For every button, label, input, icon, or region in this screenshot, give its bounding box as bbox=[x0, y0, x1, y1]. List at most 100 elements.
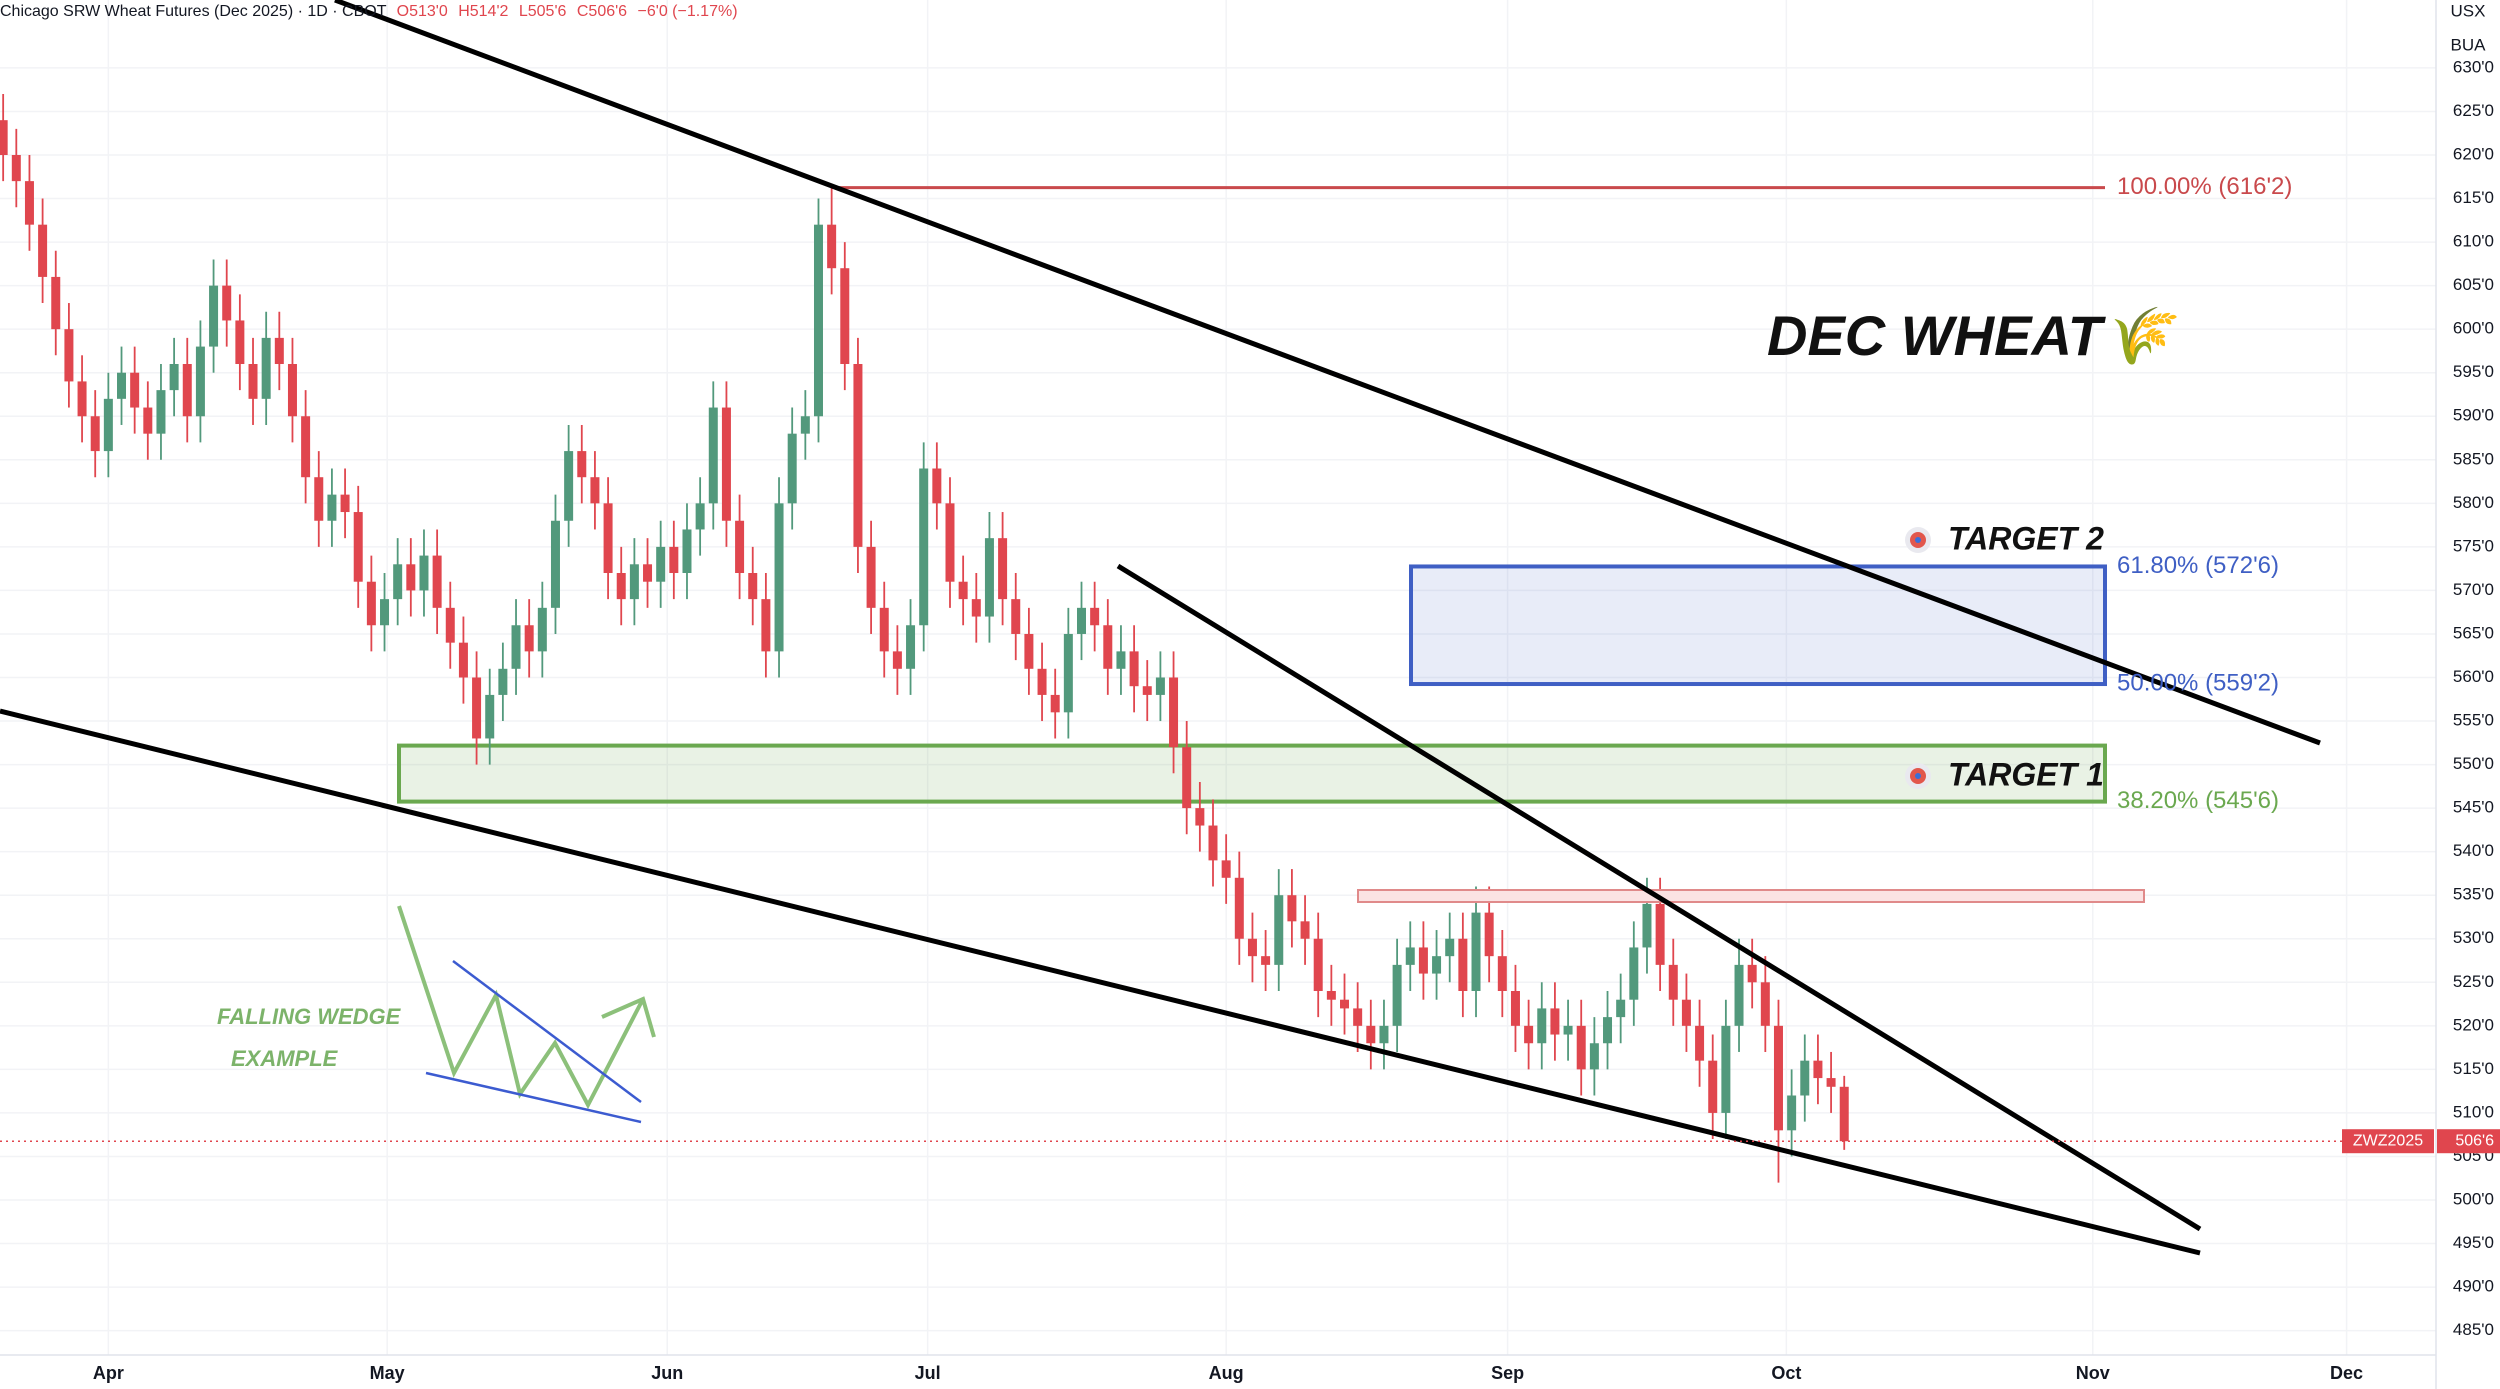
labels: 100.00% (616'2) 61.80% (572'6) 50.00% (559… bbox=[0, 173, 2436, 1142]
target-zone bbox=[1409, 564, 2107, 687]
x-tick-label: Apr bbox=[93, 1363, 124, 1383]
symbol-label: ZWZ2025 bbox=[2353, 1132, 2423, 1149]
candle-body bbox=[958, 581, 968, 600]
y-tick-label: 520'0 bbox=[2453, 1015, 2494, 1034]
candle-body bbox=[195, 346, 205, 417]
candle-body bbox=[564, 451, 574, 521]
candle-body bbox=[327, 494, 337, 521]
candle-body bbox=[919, 468, 929, 626]
candle-body bbox=[485, 694, 495, 739]
fib-label: 100.00% (616'2) bbox=[2117, 173, 2292, 200]
candle-body bbox=[787, 433, 797, 504]
y-tick-label: 585'0 bbox=[2453, 449, 2494, 468]
y-tick-label: 560'0 bbox=[2453, 667, 2494, 686]
candle-body bbox=[90, 416, 100, 452]
candle-body bbox=[169, 364, 179, 391]
candle-body bbox=[1695, 1025, 1705, 1061]
candle-body bbox=[1813, 1060, 1823, 1079]
candle-body bbox=[1076, 607, 1086, 634]
candle-body bbox=[1839, 1086, 1849, 1142]
candle-body bbox=[800, 416, 810, 434]
candle-body bbox=[1340, 999, 1350, 1009]
candle-body bbox=[708, 407, 718, 504]
candle-body bbox=[419, 555, 429, 591]
candle-body bbox=[840, 268, 850, 365]
candle-body bbox=[340, 494, 350, 513]
target-icon bbox=[1905, 527, 1931, 553]
target-icon bbox=[1905, 763, 1931, 789]
y-tick-label: 615'0 bbox=[2453, 188, 2494, 207]
wedge-example-line bbox=[452, 960, 642, 1103]
candle-body bbox=[24, 181, 34, 225]
y-tick-label: 545'0 bbox=[2453, 798, 2494, 817]
candle-body bbox=[406, 564, 416, 591]
candle-body bbox=[11, 155, 21, 182]
candle-body bbox=[748, 573, 758, 600]
price-tag bbox=[2437, 1129, 2500, 1154]
candle-body bbox=[366, 581, 376, 626]
candle-body bbox=[1747, 964, 1757, 983]
y-tick-label: 590'0 bbox=[2453, 406, 2494, 425]
y-tick-label: 490'0 bbox=[2453, 1277, 2494, 1296]
candle-body bbox=[1116, 651, 1126, 669]
candle-body bbox=[432, 555, 442, 608]
candle-body bbox=[1589, 1043, 1599, 1070]
candle-body bbox=[1024, 633, 1034, 669]
candle-body bbox=[577, 451, 587, 478]
candle-body bbox=[38, 224, 48, 277]
x-tick-label: Sep bbox=[1491, 1363, 1524, 1383]
candle-body bbox=[590, 477, 600, 504]
y-tick-label: 565'0 bbox=[2453, 623, 2494, 642]
lower-trendline bbox=[0, 708, 2201, 1256]
y-tick-label: 495'0 bbox=[2453, 1233, 2494, 1252]
candle-body bbox=[945, 503, 955, 582]
candle-body bbox=[156, 390, 166, 434]
candle-body bbox=[143, 407, 153, 434]
candle-body bbox=[1274, 895, 1284, 965]
candle-body bbox=[1011, 599, 1021, 634]
y-tick-label: 510'0 bbox=[2453, 1102, 2494, 1121]
candle-body bbox=[64, 329, 74, 382]
candle-body bbox=[1261, 956, 1271, 965]
candle-body bbox=[1721, 1025, 1731, 1113]
candle-body bbox=[117, 372, 127, 399]
candle-body bbox=[301, 416, 311, 478]
candle-body bbox=[1418, 947, 1428, 974]
candle-body bbox=[1458, 938, 1468, 991]
candle-body bbox=[1642, 903, 1652, 948]
y-tick-label: 630'0 bbox=[2453, 57, 2494, 76]
y-tick-label: 620'0 bbox=[2453, 144, 2494, 163]
candle-body bbox=[511, 625, 521, 669]
candle-body bbox=[682, 529, 692, 574]
x-tick-label: May bbox=[370, 1363, 405, 1383]
candle-body bbox=[643, 564, 653, 582]
price-label: 506'6 bbox=[2455, 1132, 2494, 1149]
x-tick-label: Jun bbox=[651, 1363, 683, 1383]
axis-unit: USX bbox=[2451, 1, 2486, 20]
candle-body bbox=[1103, 625, 1113, 669]
chart-title: Chicago SRW Wheat Futures (Dec 2025) · 1… bbox=[0, 3, 387, 20]
upper-trendline bbox=[334, 0, 2321, 746]
candle-body bbox=[1576, 1025, 1586, 1070]
wedge-example-arrow bbox=[601, 996, 656, 1038]
candle-body bbox=[1063, 633, 1073, 713]
candle-body bbox=[1603, 1017, 1613, 1044]
candle-body bbox=[472, 677, 482, 739]
zones bbox=[397, 186, 2107, 804]
candle-body bbox=[827, 224, 837, 269]
wedge-example-line bbox=[425, 1071, 642, 1124]
wedge-trendline bbox=[1116, 563, 2202, 1232]
candle-body bbox=[51, 276, 61, 330]
axis-unit: BUA bbox=[2451, 35, 2487, 54]
candle-body bbox=[1129, 651, 1139, 687]
x-tick-label: Dec bbox=[2330, 1363, 2363, 1383]
candle-body bbox=[866, 546, 876, 608]
unit-background bbox=[2437, 0, 2500, 60]
candle-body bbox=[222, 285, 232, 321]
candle-body bbox=[498, 668, 508, 695]
candle-body bbox=[458, 642, 468, 678]
candle-body bbox=[1537, 1008, 1547, 1044]
y-tick-label: 550'0 bbox=[2453, 754, 2494, 773]
candle-body bbox=[287, 364, 297, 417]
